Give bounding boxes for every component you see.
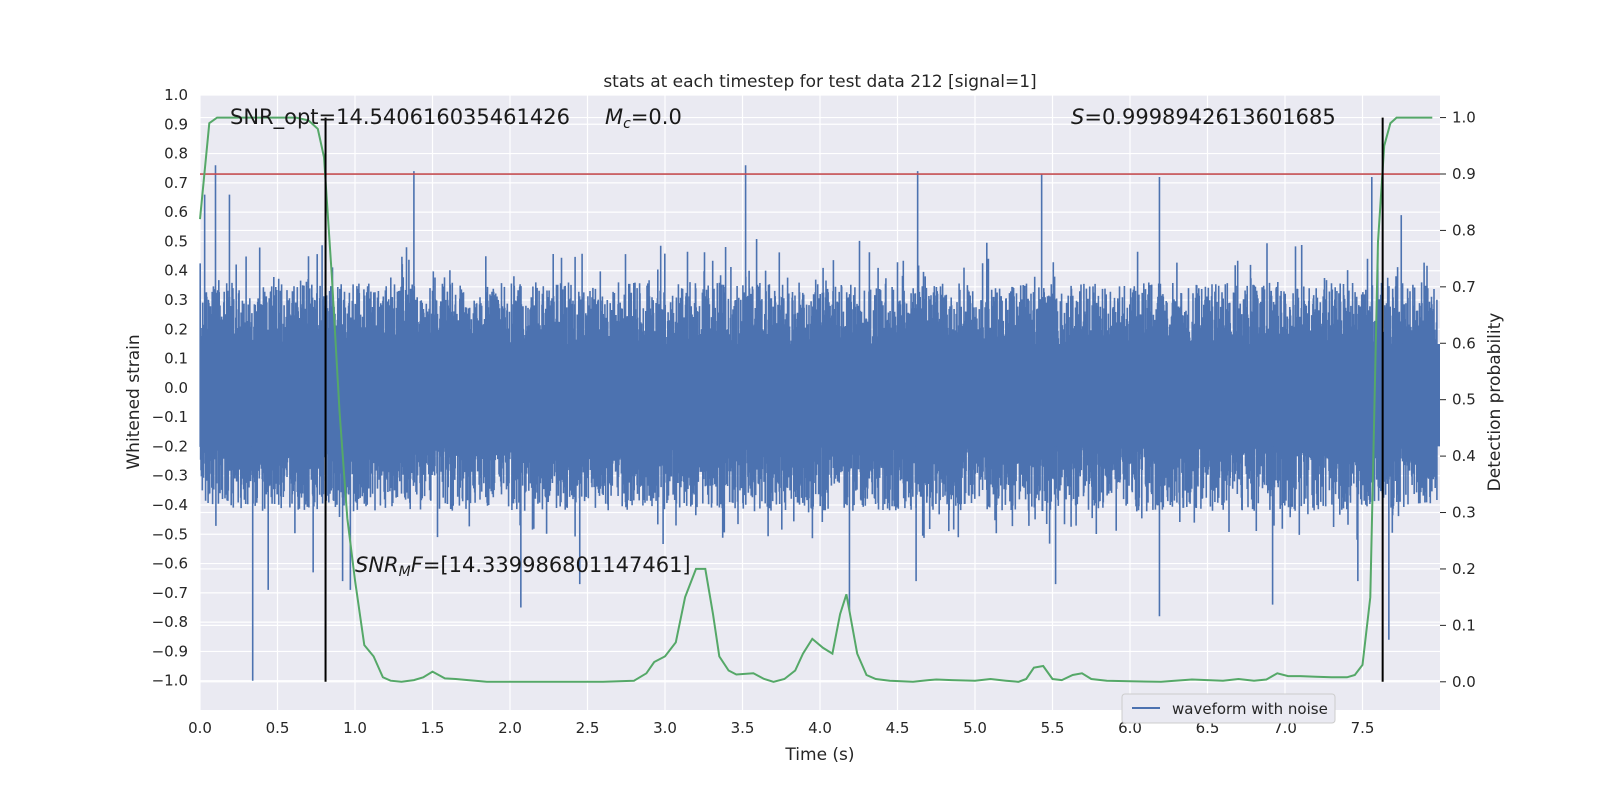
axes: 0.0 0.5 1.0 1.5 2.0 2.5 3.0 3.5 4.0 4.5 5.0 5.5 6.0 6… bbox=[152, 86, 1476, 737]
x-tick-label: 2.0 bbox=[498, 719, 522, 737]
detection-probability-line bbox=[199, 116, 1433, 683]
x-tick-label: 1.0 bbox=[343, 719, 367, 737]
x-tick-label: 1.5 bbox=[421, 719, 445, 737]
x-tick-label: 0.0 bbox=[188, 719, 212, 737]
y-tick-label: −1.0 bbox=[152, 672, 188, 690]
mc-subscript: c bbox=[623, 116, 631, 132]
snr-mf-annotation: SNRMF=[14.339986801147461] bbox=[355, 553, 691, 580]
y2-tick-label: 0.7 bbox=[1452, 278, 1476, 296]
y-tick-label: 1.0 bbox=[164, 86, 188, 104]
y-axis-title: Whitened strain bbox=[124, 334, 144, 469]
y-tick-label: −0.6 bbox=[152, 555, 188, 573]
waveform-series bbox=[199, 165, 1440, 681]
snr-mf-symbol: SNR bbox=[355, 553, 399, 577]
x-axis-title: Time (s) bbox=[784, 745, 854, 765]
waveform-core bbox=[200, 343, 1440, 447]
x-tick-label: 3.0 bbox=[653, 719, 677, 737]
y-tick-label: 0.4 bbox=[164, 262, 188, 280]
y2-tick-label: 0.1 bbox=[1452, 616, 1476, 634]
y-tick-label: 0.8 bbox=[164, 145, 188, 163]
y2-tick-label: 0.0 bbox=[1452, 673, 1476, 691]
legend: waveform with noise bbox=[1121, 693, 1336, 724]
y2-axis-title: Detection probability bbox=[1485, 313, 1505, 492]
chart-title: stats at each timestep for test data 212… bbox=[603, 72, 1036, 92]
x-tick-label: 5.0 bbox=[963, 719, 987, 737]
y2-tick-label: 0.4 bbox=[1452, 447, 1476, 465]
legend-label: waveform with noise bbox=[1172, 700, 1328, 718]
y-tick-label: −0.5 bbox=[152, 525, 188, 543]
y-tick-label: 0.9 bbox=[164, 115, 188, 133]
y2-tick-label: 0.9 bbox=[1452, 165, 1476, 183]
y-tick-label: −0.1 bbox=[152, 408, 188, 426]
y2-tick-label: 0.5 bbox=[1452, 391, 1476, 409]
y-tick-label: 0.6 bbox=[164, 203, 188, 221]
y2-tick-label: 0.2 bbox=[1452, 560, 1476, 578]
y-tick-label: 0.5 bbox=[164, 232, 188, 250]
x-tick-label: 2.5 bbox=[576, 719, 600, 737]
y-tick-label: −0.8 bbox=[152, 613, 188, 631]
y-tick-label: −0.4 bbox=[152, 496, 188, 514]
x-tick-label: 4.0 bbox=[808, 719, 832, 737]
y-tick-label: 0.3 bbox=[164, 291, 188, 309]
overlays bbox=[199, 116, 1440, 683]
y-tick-label: 0.7 bbox=[164, 174, 188, 192]
snr-mf-subscript: M bbox=[399, 564, 411, 580]
y2-tick-label: 0.8 bbox=[1452, 221, 1476, 239]
x-tick-label: 4.5 bbox=[886, 719, 910, 737]
x-tick-label: 3.5 bbox=[731, 719, 755, 737]
x-tick-label: 7.5 bbox=[1351, 719, 1375, 737]
y-tick-label: 0.0 bbox=[164, 379, 188, 397]
y-tick-label: −0.7 bbox=[152, 584, 188, 602]
y2-tick-label: 1.0 bbox=[1452, 109, 1476, 127]
y2-tick-label: 0.3 bbox=[1452, 504, 1476, 522]
snr-mf-value: =[14.339986801147461] bbox=[423, 553, 691, 577]
mc-value: =0.0 bbox=[631, 105, 682, 129]
snr-mf-mid: F bbox=[411, 553, 424, 577]
x-tick-label: 0.5 bbox=[266, 719, 290, 737]
s-value: =0.9998942613601685 bbox=[1084, 105, 1335, 129]
s-annotation: S=0.9998942613601685 bbox=[1071, 105, 1336, 129]
y-tick-label: −0.2 bbox=[152, 437, 188, 455]
legend-box bbox=[1121, 693, 1336, 724]
y-tick-label: 0.2 bbox=[164, 320, 188, 338]
x-tick-label: 5.5 bbox=[1041, 719, 1065, 737]
y-tick-label: −0.9 bbox=[152, 642, 188, 660]
y-tick-label: 0.1 bbox=[164, 350, 188, 368]
s-symbol: S bbox=[1071, 105, 1084, 129]
snr-opt-annotation: SNR_opt=14.540616035461426 bbox=[230, 105, 570, 130]
mc-annotation: Mc=0.0 bbox=[605, 105, 682, 132]
mc-symbol: M bbox=[605, 105, 623, 129]
y-tick-label: −0.3 bbox=[152, 467, 188, 485]
y2-tick-label: 0.6 bbox=[1452, 334, 1476, 352]
